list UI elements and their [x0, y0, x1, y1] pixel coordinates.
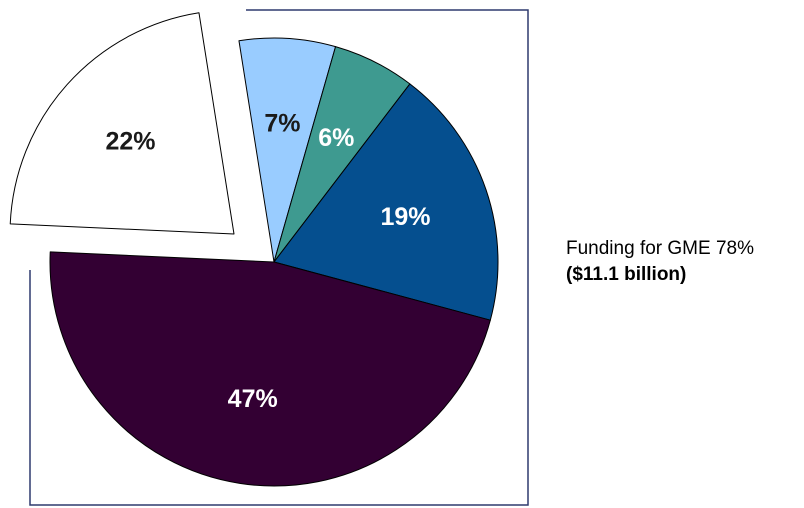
pie-labels: 7% 6% 19% 47% 22%: [105, 109, 430, 413]
pie-slice-22: [9, 12, 235, 235]
gme-funding-callout: Funding for GME 78% ($11.1 billion): [566, 236, 754, 288]
pie-slice-19: [273, 83, 499, 321]
pie-label-7: 7%: [264, 109, 300, 137]
pie-label-6: 6%: [318, 124, 354, 152]
pie-label-47: 47%: [228, 385, 278, 413]
pie-slice-47: [49, 251, 491, 487]
gme-funding-text: Funding for GME 78%: [566, 238, 754, 259]
pie-slices: [9, 12, 499, 487]
pie-label-19: 19%: [380, 203, 430, 231]
callout-frame: [29, 9, 529, 506]
pie-label-22: 22%: [105, 127, 155, 155]
gme-funding-amount: ($11.1 billion): [566, 264, 687, 285]
